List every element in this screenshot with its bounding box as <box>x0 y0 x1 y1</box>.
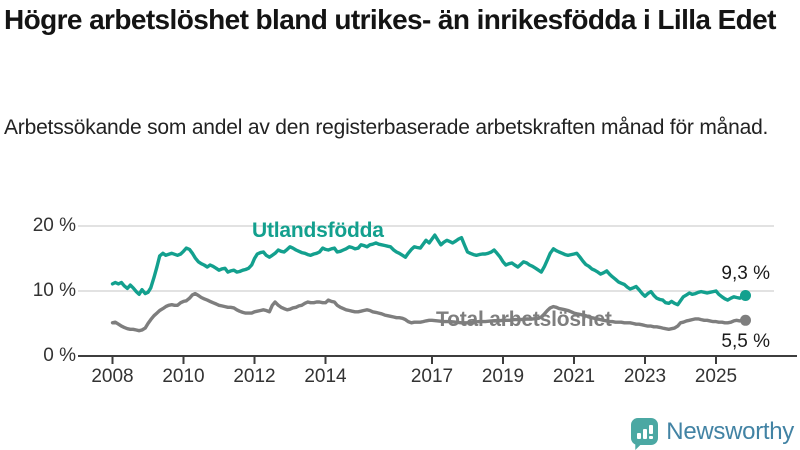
series-line-total <box>110 291 748 333</box>
series-line-utlandsfodda <box>110 233 748 307</box>
series-end-dot-total <box>740 314 751 326</box>
line-chart <box>78 225 797 364</box>
newsworthy-wordmark: Newsworthy <box>666 417 794 445</box>
page-title: Högre arbetslöshet bland utrikes- än inr… <box>4 4 776 35</box>
series-label-total: Total arbetslöshet <box>436 308 612 331</box>
end-value-label-utlandsfodda: 9,3 % <box>721 263 770 284</box>
newsworthy-logo[interactable]: Newsworthy <box>631 418 794 445</box>
series-label-utlandsfodda: Utlandsfödda <box>252 219 384 242</box>
logo-bars <box>636 424 653 439</box>
chart-subtitle: Arbetssökande som andel av den registerb… <box>4 116 769 139</box>
series-end-dot-utlandsfodda <box>740 290 751 301</box>
end-value-label-total: 5,5 % <box>721 331 770 352</box>
bar-chart-speech-bubble-icon <box>631 418 659 445</box>
